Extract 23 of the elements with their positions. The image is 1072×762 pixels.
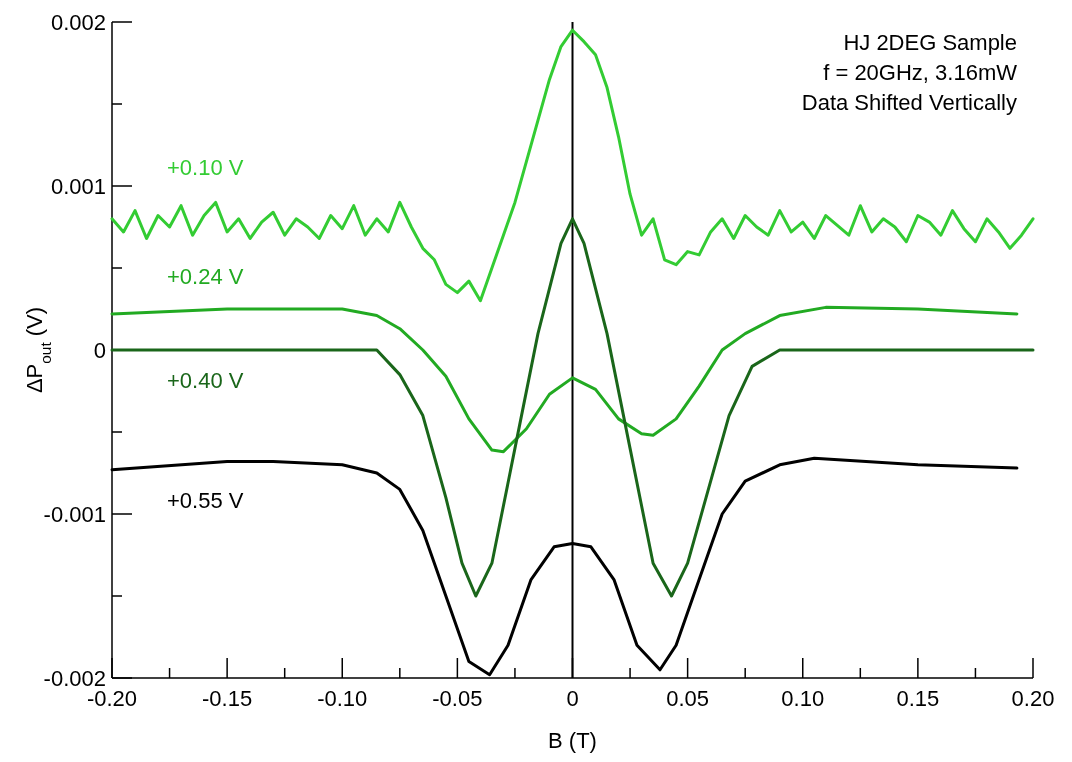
x-tick-label: 0: [566, 686, 579, 711]
series-label: +0.10 V: [167, 154, 244, 180]
y-tick-label: -0.001: [43, 501, 106, 527]
annotation: Data Shifted Vertically: [801, 90, 1017, 115]
x-tick-label: -0.05: [432, 686, 483, 711]
x-tick-label: 0.05: [666, 686, 710, 711]
series-label: +0.24 V: [167, 263, 244, 289]
y-tick-label: 0.002: [50, 9, 106, 35]
legend-label: +0.55 V: [167, 487, 244, 513]
line-series: [110, 305, 1019, 454]
x-tick-label: 0.15: [896, 686, 940, 711]
x-tick-label: -0.10: [317, 686, 368, 711]
y-tick-label: 0: [93, 337, 106, 363]
annotation: f = 20GHz, 3.16mW: [823, 60, 1018, 85]
annotation: HJ 2DEG Sample: [843, 30, 1017, 55]
y-tick-label: 0.001: [50, 173, 106, 199]
series-label: +0.40 V: [167, 368, 244, 393]
x-axis-title: B (T): [548, 728, 597, 753]
x-tick-label: 0.10: [781, 686, 825, 711]
x-tick-label: 0.20: [1011, 686, 1055, 711]
line-series: [110, 28, 1035, 303]
x-tick-label: -0.15: [202, 686, 253, 711]
line-series: [110, 217, 1035, 598]
